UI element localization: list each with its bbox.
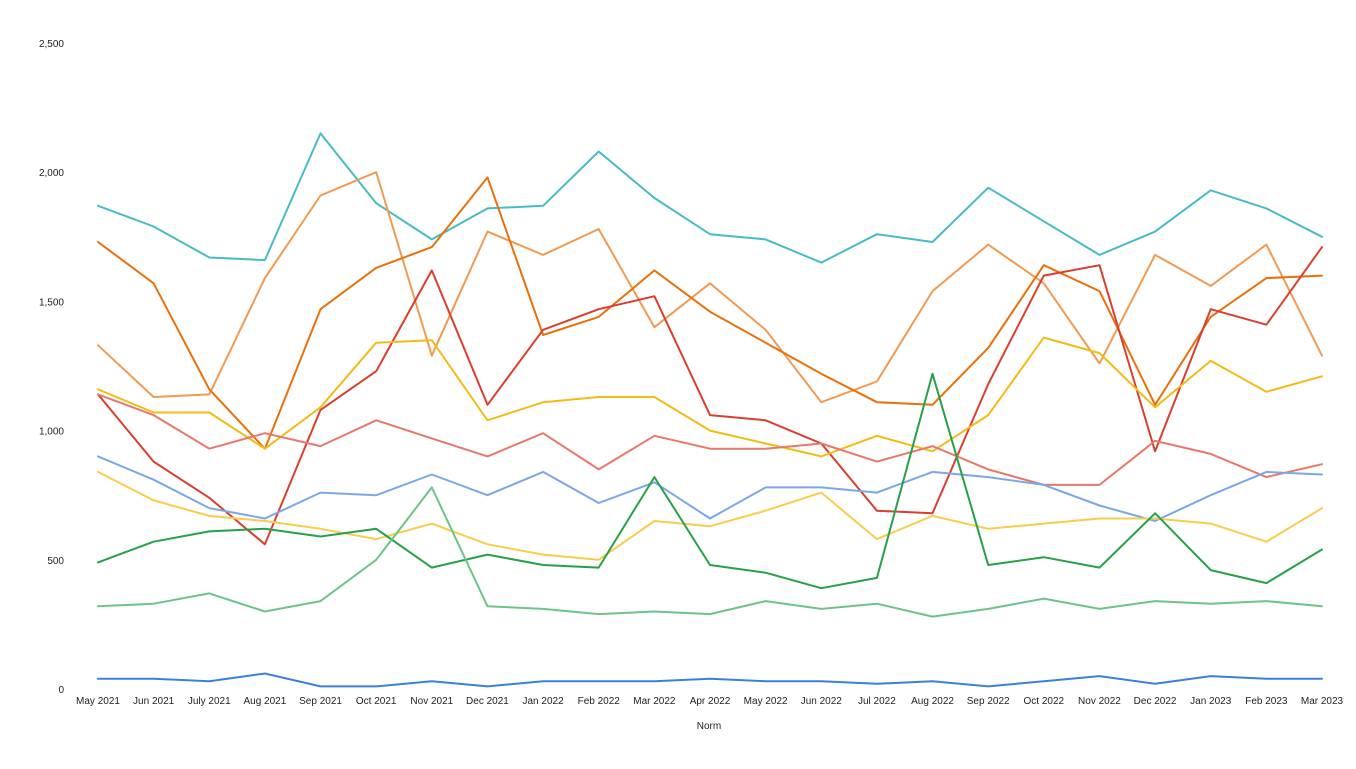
x-tick-label: Feb 2023 <box>1245 696 1288 707</box>
x-tick-label: Jul 2022 <box>858 696 896 707</box>
x-tick-label: July 2021 <box>188 696 231 707</box>
x-axis-label: Norm <box>697 721 721 732</box>
x-tick-label: Dec 2022 <box>1134 696 1177 707</box>
series-teal-line <box>97 132 1323 264</box>
x-axis-ticks: May 2021 Jun 2021 July 2021 Aug 2021 Sep 202… <box>76 696 1344 707</box>
x-tick-label: Oct 2022 <box>1024 696 1065 707</box>
series-red-line <box>97 246 1323 546</box>
x-tick-label: Jan 2023 <box>1190 696 1232 707</box>
y-tick-label: 2,000 <box>39 168 64 179</box>
series-light-orange-line <box>97 171 1323 404</box>
x-tick-label: Apr 2022 <box>690 696 731 707</box>
x-tick-label: Aug 2022 <box>911 696 954 707</box>
series-green-line <box>97 372 1323 590</box>
x-tick-label: Dec 2021 <box>466 696 509 707</box>
x-tick-label: Nov 2021 <box>410 696 453 707</box>
series-light-yellow-line <box>97 470 1323 561</box>
x-tick-label: Nov 2022 <box>1078 696 1121 707</box>
series-blue-line <box>97 672 1323 688</box>
x-tick-label: Mar 2023 <box>1301 696 1344 707</box>
series-yellow-line <box>97 336 1323 458</box>
series-dark-orange-line <box>97 176 1323 450</box>
y-tick-label: 2,500 <box>39 39 64 50</box>
x-tick-label: Jan 2022 <box>523 696 565 707</box>
x-tick-label: Sep 2021 <box>299 696 342 707</box>
x-tick-label: Aug 2021 <box>243 696 286 707</box>
series-lines <box>97 132 1323 688</box>
x-tick-label: May 2021 <box>76 696 120 707</box>
x-tick-label: May 2022 <box>744 696 788 707</box>
series-light-blue-line <box>97 455 1323 522</box>
y-tick-label: 0 <box>58 685 64 696</box>
x-tick-label: Jun 2021 <box>133 696 175 707</box>
y-tick-label: 500 <box>47 556 64 567</box>
series-light-green-line <box>97 486 1323 618</box>
x-tick-label: Sep 2022 <box>967 696 1010 707</box>
x-tick-label: Oct 2021 <box>356 696 397 707</box>
x-tick-label: Feb 2022 <box>578 696 621 707</box>
x-tick-label: Jun 2022 <box>801 696 843 707</box>
y-axis-ticks: 0 500 1,000 1,500 2,000 2,500 <box>39 39 64 696</box>
y-tick-label: 1,000 <box>39 427 64 438</box>
series-salmon-line <box>97 393 1323 486</box>
y-tick-label: 1,500 <box>39 297 64 308</box>
x-tick-label: Mar 2022 <box>633 696 676 707</box>
